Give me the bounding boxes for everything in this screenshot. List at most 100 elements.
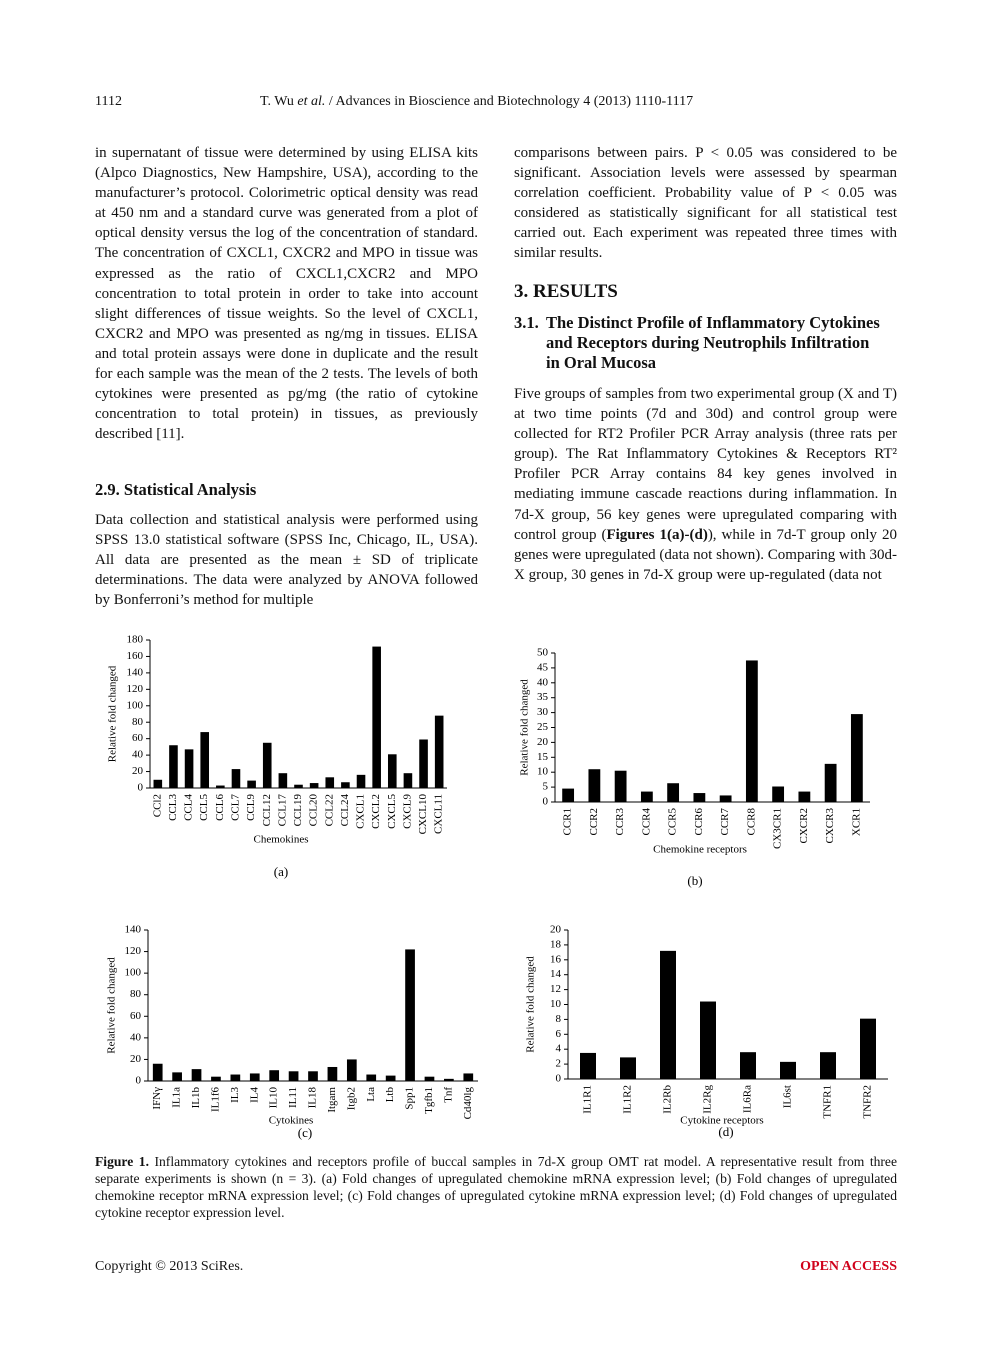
y-tick-label: 10 <box>550 998 562 1010</box>
figure-ref: Figures 1(a)-(d) <box>606 526 708 543</box>
x-tick-label: IL4 <box>248 1087 260 1103</box>
y-tick-label: 80 <box>132 716 144 728</box>
y-tick-label: 14 <box>550 968 562 980</box>
text: ), while in 7d-T group only 20 genes wer… <box>514 526 897 583</box>
x-tick-label: IL1f6 <box>209 1087 221 1113</box>
bar <box>262 742 272 788</box>
panel-label: (d) <box>718 1124 733 1139</box>
y-tick-label: 20 <box>537 736 549 748</box>
bar <box>172 1072 182 1081</box>
y-tick-label: 20 <box>130 1053 142 1065</box>
x-tick-label: IFNγ <box>151 1087 163 1110</box>
bar <box>562 788 575 802</box>
x-tick-label: CCR7 <box>719 808 731 836</box>
figure-caption: Figure 1. Inflammatory cytokines and rec… <box>95 1153 897 1221</box>
bar <box>660 950 676 1079</box>
y-tick-label: 120 <box>127 683 144 695</box>
caption-label: Figure 1. <box>95 1154 149 1169</box>
y-tick-label: 15 <box>537 751 549 763</box>
bar <box>278 773 288 788</box>
chart: 0 20 40 60 80 100 120 140 IFNγ IL1a IL1b IL1f6 IL3 IL… <box>106 924 478 1140</box>
bar <box>269 1070 280 1081</box>
bar <box>798 791 811 802</box>
x-tick-label: TNFR2 <box>862 1085 874 1119</box>
bar <box>366 1074 377 1081</box>
journal: / Advances in Bioscience and Biotechnolo… <box>328 94 694 109</box>
x-tick-label: XCR1 <box>850 808 862 836</box>
y-tick-label: 50 <box>537 647 549 659</box>
bar <box>309 783 319 788</box>
bar <box>640 791 653 802</box>
x-tick-label: CXCL9 <box>401 794 413 829</box>
x-tick-label: CCl2 <box>151 794 163 817</box>
x-tick-label: Tnf <box>442 1087 454 1103</box>
x-tick-label: CCL22 <box>323 794 335 826</box>
y-tick-label: 20 <box>550 924 562 936</box>
bar <box>580 1052 596 1079</box>
x-tick-label: CCL7 <box>230 794 242 821</box>
y-tick-label: 0 <box>556 1073 562 1085</box>
x-tick-label: CXCL1 <box>355 794 367 829</box>
y-tick-label: 120 <box>125 945 142 957</box>
panel-label: (b) <box>687 873 702 888</box>
x-tick-label: IL10 <box>268 1087 280 1109</box>
y-tick-label: 100 <box>127 699 144 711</box>
x-tick-label: IL1b <box>190 1087 202 1109</box>
paragraph: comparisons between pairs. P < 0.05 was … <box>514 145 897 262</box>
x-tick-label: IL1R2 <box>622 1085 634 1114</box>
x-tick-label: CXCR2 <box>798 808 810 843</box>
bar <box>247 780 256 788</box>
bar <box>860 1018 876 1079</box>
y-tick-label: 4 <box>556 1043 562 1055</box>
y-tick-label: 40 <box>130 1031 142 1043</box>
subsection-heading: 3.1. The Distinct Profile of Inflammator… <box>514 313 897 373</box>
x-tick-label: CCR1 <box>562 808 574 836</box>
bar <box>356 774 366 788</box>
bar <box>444 1078 454 1081</box>
y-axis-title: Relative fold changed <box>106 957 118 1054</box>
text: Five groups of samples from two experime… <box>514 386 897 543</box>
y-tick-label: 140 <box>127 666 144 678</box>
bar <box>169 745 178 788</box>
y-tick-label: 40 <box>132 749 144 761</box>
y-tick-label: 10 <box>537 766 549 778</box>
y-tick-label: 0 <box>543 796 549 808</box>
authors: T. Wu <box>260 94 294 109</box>
bar <box>620 1057 636 1079</box>
bar <box>216 785 225 788</box>
x-tick-label: IL2Rg <box>702 1085 714 1114</box>
et-al: et al. <box>297 94 326 109</box>
bar <box>372 646 381 788</box>
x-tick-label: IL3 <box>229 1087 241 1103</box>
x-tick-label: CXCL5 <box>386 794 398 829</box>
x-tick-label: CCL3 <box>167 794 179 821</box>
x-tick-label: Spp1 <box>404 1087 416 1110</box>
x-tick-label: Cd40lg <box>462 1087 474 1120</box>
x-axis-title: Chemokine receptors <box>653 844 747 856</box>
x-tick-label: CCL4 <box>183 794 195 821</box>
bar <box>327 1066 338 1081</box>
y-axis-title: Relative fold changed <box>525 956 537 1053</box>
subsection-number: 3.1. <box>514 313 539 332</box>
x-tick-label: CXCL2 <box>370 794 382 829</box>
bar <box>824 763 837 802</box>
x-tick-label: Lta <box>365 1087 377 1102</box>
bar <box>772 786 785 802</box>
x-tick-label: CCL5 <box>198 794 210 821</box>
x-tick-label: IL11 <box>287 1087 299 1108</box>
x-tick-label: IL6Ra <box>742 1085 754 1113</box>
x-tick-label: Itgb2 <box>345 1087 357 1110</box>
x-tick-label: CCR8 <box>745 808 757 836</box>
page-number: 1112 <box>95 94 122 109</box>
y-tick-label: 45 <box>537 661 549 673</box>
x-tick-label: CCR2 <box>588 808 600 836</box>
section-heading: 2.9. Statistical Analysis <box>95 480 257 499</box>
x-axis-title: Chemokines <box>254 834 309 846</box>
y-tick-label: 5 <box>543 781 549 793</box>
x-tick-label: CXCL11 <box>433 794 445 834</box>
bar <box>588 769 601 802</box>
x-tick-label: CCL12 <box>261 794 273 826</box>
x-tick-label: IL2Rb <box>662 1085 674 1114</box>
y-tick-label: 30 <box>537 706 549 718</box>
bar <box>288 1071 299 1081</box>
